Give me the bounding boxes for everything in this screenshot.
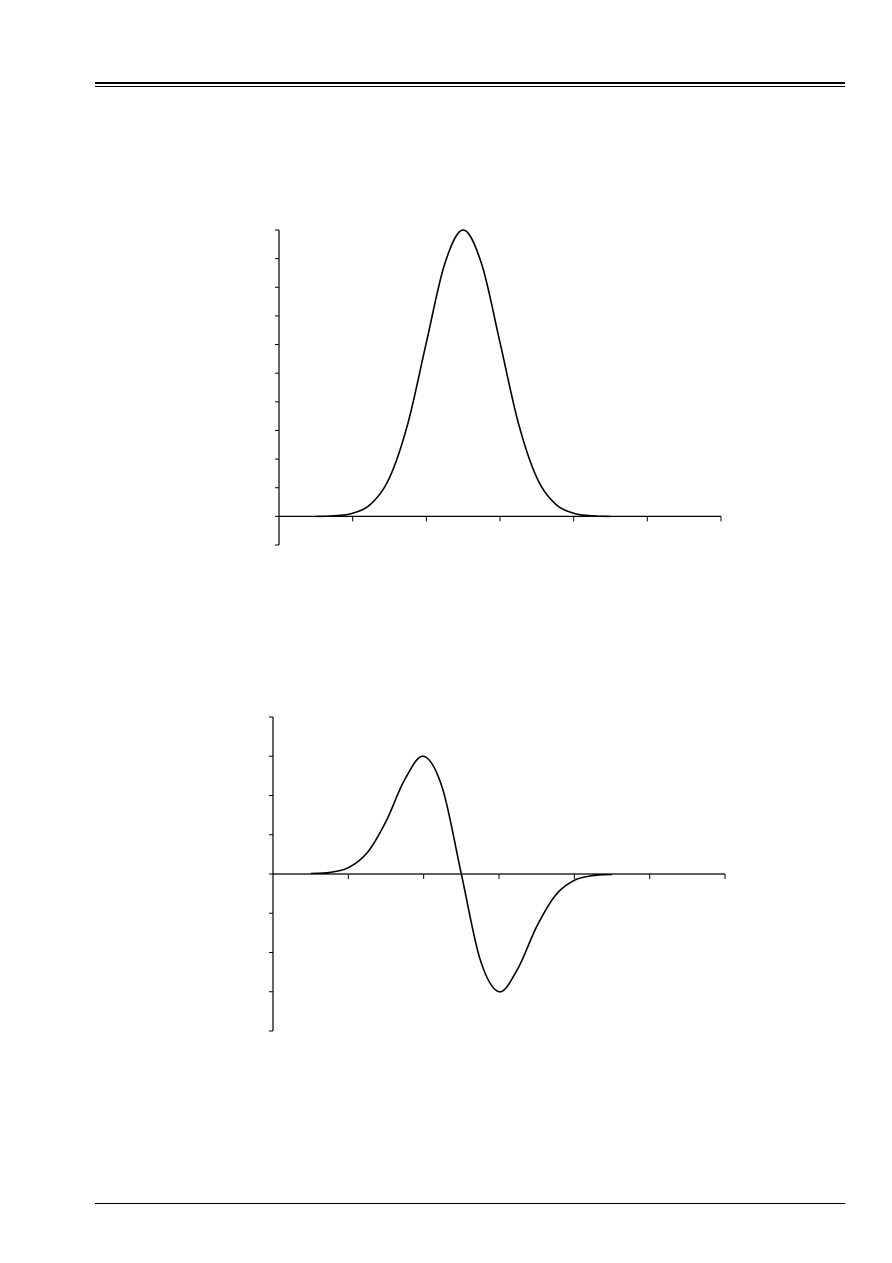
header-rule-bottom	[95, 86, 845, 87]
plot-1-curve	[315, 229, 611, 518]
header-rule-top	[95, 82, 845, 84]
footer-rule	[95, 1203, 845, 1204]
plot-2-curve	[310, 755, 613, 993]
